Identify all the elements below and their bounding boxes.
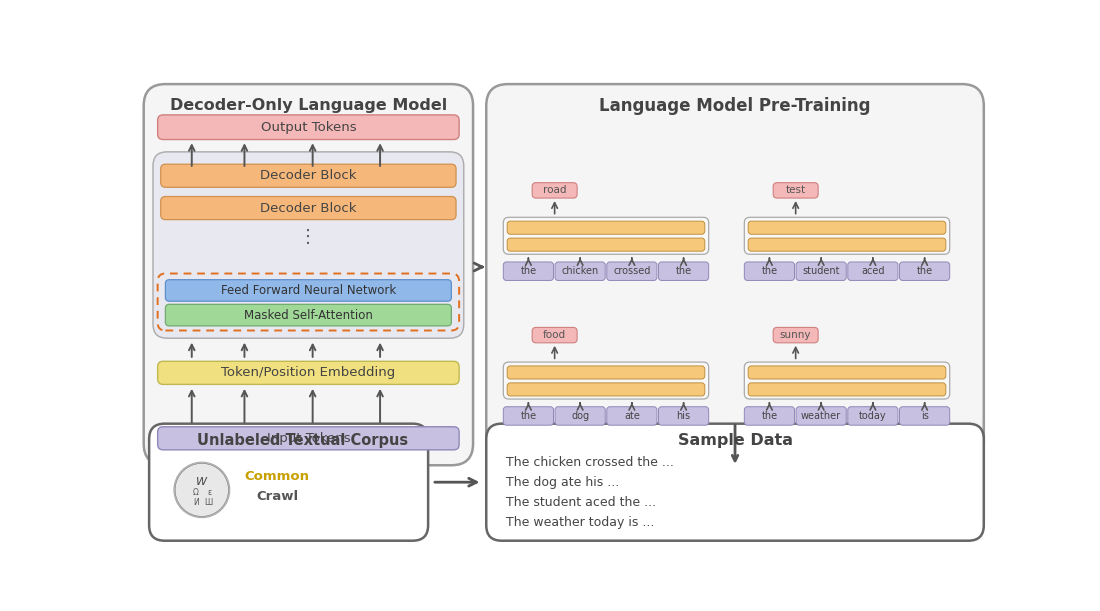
FancyBboxPatch shape [165, 304, 451, 326]
Text: dog: dog [571, 411, 590, 421]
FancyBboxPatch shape [745, 362, 949, 399]
Text: Output Tokens: Output Tokens [261, 121, 356, 134]
Text: the: the [761, 411, 778, 421]
Text: Unlabeled Textual Corpus: Unlabeled Textual Corpus [197, 433, 408, 448]
FancyBboxPatch shape [486, 423, 983, 541]
Text: test: test [785, 185, 805, 196]
FancyBboxPatch shape [745, 262, 794, 280]
FancyBboxPatch shape [900, 262, 949, 280]
FancyBboxPatch shape [848, 407, 898, 425]
Text: Crawl: Crawl [256, 489, 298, 503]
FancyBboxPatch shape [607, 262, 657, 280]
FancyBboxPatch shape [532, 327, 578, 343]
Text: Ш: Ш [204, 499, 212, 508]
FancyBboxPatch shape [773, 183, 818, 198]
FancyBboxPatch shape [144, 84, 473, 465]
FancyBboxPatch shape [153, 152, 464, 338]
FancyBboxPatch shape [556, 407, 605, 425]
FancyBboxPatch shape [748, 366, 946, 379]
Circle shape [174, 462, 230, 518]
FancyBboxPatch shape [165, 280, 451, 301]
Text: Decoder Block: Decoder Block [260, 202, 356, 214]
FancyBboxPatch shape [748, 238, 946, 251]
Text: weather: weather [801, 411, 842, 421]
FancyBboxPatch shape [848, 262, 898, 280]
Text: student: student [802, 266, 840, 276]
Text: The chicken crossed the ...: The chicken crossed the ... [506, 456, 673, 469]
Text: Input Tokens: Input Tokens [266, 432, 350, 445]
Text: chicken: chicken [561, 266, 598, 276]
FancyBboxPatch shape [507, 238, 705, 251]
Text: the: the [761, 266, 778, 276]
FancyBboxPatch shape [796, 407, 846, 425]
Text: Language Model Pre-Training: Language Model Pre-Training [600, 97, 871, 115]
Text: crossed: crossed [613, 266, 650, 276]
Text: The dog ate his ...: The dog ate his ... [506, 476, 619, 489]
FancyBboxPatch shape [507, 383, 705, 396]
Text: ate: ate [624, 411, 640, 421]
FancyBboxPatch shape [532, 183, 578, 198]
Text: the: the [916, 266, 933, 276]
FancyBboxPatch shape [504, 262, 553, 280]
FancyBboxPatch shape [607, 407, 657, 425]
Text: road: road [543, 185, 566, 196]
Text: Decoder-Only Language Model: Decoder-Only Language Model [169, 98, 447, 113]
FancyBboxPatch shape [157, 361, 459, 384]
Text: Feed Forward Neural Network: Feed Forward Neural Network [221, 284, 396, 297]
Text: ⋮: ⋮ [299, 227, 318, 246]
FancyBboxPatch shape [504, 407, 553, 425]
FancyBboxPatch shape [507, 366, 705, 379]
Text: his: his [676, 411, 691, 421]
Text: the: the [520, 266, 537, 276]
Text: food: food [543, 330, 566, 340]
Text: W: W [196, 477, 207, 487]
FancyBboxPatch shape [157, 426, 459, 450]
FancyBboxPatch shape [507, 221, 705, 234]
Text: Ω: Ω [192, 488, 199, 497]
Text: is: is [921, 411, 928, 421]
Text: И: И [192, 499, 198, 508]
FancyBboxPatch shape [748, 383, 946, 396]
FancyBboxPatch shape [748, 221, 946, 234]
FancyBboxPatch shape [161, 197, 456, 219]
Text: Decoder Block: Decoder Block [260, 169, 356, 182]
FancyBboxPatch shape [745, 218, 949, 254]
FancyBboxPatch shape [504, 362, 708, 399]
FancyBboxPatch shape [157, 115, 459, 139]
Text: Sample Data: Sample Data [678, 433, 792, 448]
FancyBboxPatch shape [796, 262, 846, 280]
FancyBboxPatch shape [161, 164, 456, 188]
Text: sunny: sunny [780, 330, 812, 340]
Text: ε: ε [208, 488, 211, 497]
Text: The student aced the ...: The student aced the ... [506, 496, 656, 509]
FancyBboxPatch shape [486, 84, 983, 465]
Text: Common: Common [244, 469, 309, 483]
Text: The weather today is ...: The weather today is ... [506, 516, 654, 529]
FancyBboxPatch shape [150, 423, 428, 541]
FancyBboxPatch shape [773, 327, 818, 343]
Text: the: the [675, 266, 692, 276]
FancyBboxPatch shape [745, 407, 794, 425]
FancyBboxPatch shape [504, 218, 708, 254]
Text: the: the [520, 411, 537, 421]
Text: Masked Self-Attention: Masked Self-Attention [244, 309, 373, 321]
FancyBboxPatch shape [900, 407, 949, 425]
FancyBboxPatch shape [659, 262, 708, 280]
Text: today: today [859, 411, 887, 421]
Text: aced: aced [861, 266, 884, 276]
FancyBboxPatch shape [556, 262, 605, 280]
FancyBboxPatch shape [659, 407, 708, 425]
Text: Token/Position Embedding: Token/Position Embedding [221, 367, 396, 379]
